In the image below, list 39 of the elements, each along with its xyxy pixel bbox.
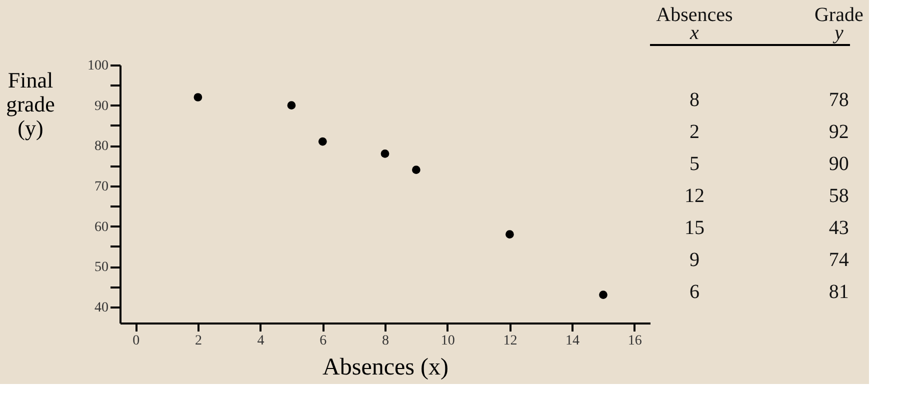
point bbox=[506, 230, 514, 238]
x-tick-label: 14 bbox=[566, 334, 580, 348]
point bbox=[412, 166, 420, 174]
y-tick-label: 70 bbox=[94, 179, 108, 194]
x-tick-label: 6 bbox=[320, 334, 327, 348]
y-tick-label: 60 bbox=[94, 220, 108, 235]
point bbox=[380, 150, 390, 158]
text: 6 bbox=[689, 281, 700, 303]
text: 15 bbox=[684, 217, 704, 239]
text: 12 bbox=[684, 185, 704, 207]
x-tick-label: 0 bbox=[132, 334, 140, 348]
text: 74 bbox=[828, 249, 849, 271]
x-tick-label: 16 bbox=[628, 334, 642, 348]
y-tick-label: 100 bbox=[88, 58, 108, 74]
text: 8 bbox=[689, 89, 700, 111]
point bbox=[194, 93, 202, 102]
point bbox=[318, 137, 327, 146]
y-tick-label: 40 bbox=[94, 300, 108, 316]
y-axis-title: Final grade (y) bbox=[6, 68, 55, 140]
text: 92 bbox=[828, 121, 849, 143]
x-tick-label: 8 bbox=[382, 334, 389, 348]
x-tick-label: 12 bbox=[503, 334, 518, 348]
x-tick-label: 10 bbox=[440, 334, 455, 348]
text: 2 bbox=[689, 121, 700, 143]
point bbox=[287, 101, 296, 110]
text: 78 bbox=[828, 89, 849, 111]
y-tick-label: 80 bbox=[94, 139, 108, 154]
y-tick-label: 90 bbox=[94, 98, 108, 114]
x-tick-label: 4 bbox=[257, 334, 264, 348]
x-axis-title: Absences (x) bbox=[322, 354, 448, 380]
x-tick-label: 2 bbox=[194, 334, 202, 348]
text: 58 bbox=[828, 185, 849, 207]
text: 90 bbox=[828, 153, 849, 175]
text: 81 bbox=[828, 281, 849, 303]
text: 43 bbox=[828, 217, 849, 239]
text: 5 bbox=[689, 153, 700, 175]
point bbox=[599, 290, 608, 299]
y-tick-label: 50 bbox=[94, 260, 108, 276]
text: 9 bbox=[689, 249, 700, 271]
